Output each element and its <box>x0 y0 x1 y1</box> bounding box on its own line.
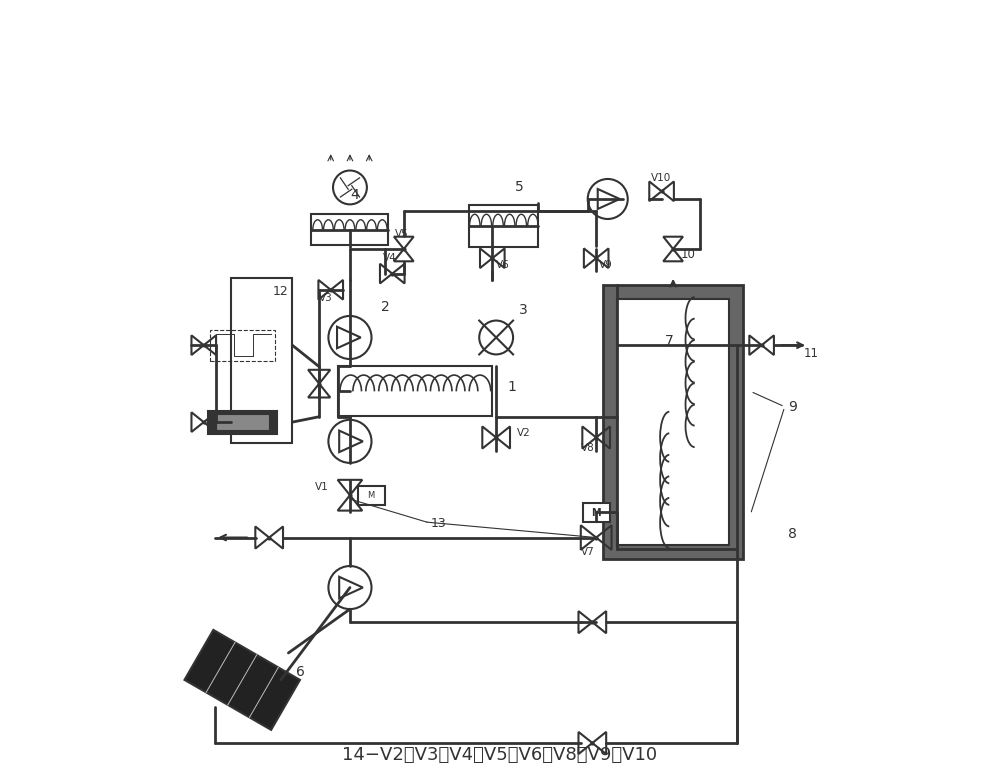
Text: 11: 11 <box>804 346 819 360</box>
Text: 12: 12 <box>273 285 289 298</box>
Text: V9: V9 <box>598 260 612 270</box>
Text: V3: V3 <box>319 292 333 302</box>
Bar <box>208 411 277 434</box>
Text: 6: 6 <box>296 665 305 679</box>
Text: 7: 7 <box>665 334 674 348</box>
Text: 1: 1 <box>508 381 517 394</box>
Text: V1: V1 <box>315 482 328 492</box>
Text: 9: 9 <box>788 400 797 414</box>
Text: V7: V7 <box>581 547 595 557</box>
Text: 10: 10 <box>681 248 696 261</box>
Bar <box>210 330 275 360</box>
Text: 8: 8 <box>788 527 797 541</box>
Bar <box>583 503 610 522</box>
Text: V10: V10 <box>651 174 671 184</box>
Text: 14−V2・V3・V4・V5・V6・V8・V9・V10: 14−V2・V3・V4・V5・V6・V8・V9・V10 <box>342 746 658 764</box>
Text: V2: V2 <box>517 428 531 438</box>
Bar <box>617 299 729 546</box>
Bar <box>215 415 269 430</box>
Text: M: M <box>367 491 375 500</box>
Bar <box>338 367 492 416</box>
Text: V6: V6 <box>496 260 510 270</box>
Text: 3: 3 <box>519 303 528 318</box>
Text: V4: V4 <box>383 253 397 264</box>
Bar <box>311 215 388 245</box>
Text: 5: 5 <box>515 181 524 195</box>
Bar <box>231 278 292 443</box>
Text: V8: V8 <box>581 443 595 453</box>
Bar <box>469 205 538 247</box>
Bar <box>184 630 300 730</box>
Bar <box>603 285 743 559</box>
Text: 2: 2 <box>381 300 389 314</box>
Text: V5: V5 <box>395 229 408 239</box>
Text: M: M <box>591 508 601 518</box>
Text: 4: 4 <box>350 188 359 202</box>
Bar <box>358 486 385 505</box>
Text: 13: 13 <box>431 517 446 530</box>
